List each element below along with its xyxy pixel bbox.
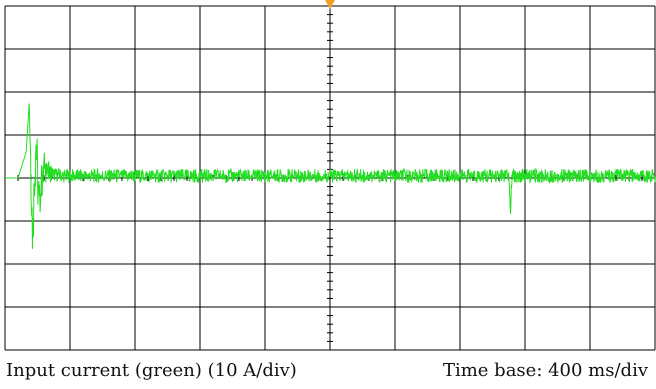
trigger-marker (325, 0, 335, 9)
channel-caption: Input current (green) (10 A/div) (6, 360, 297, 381)
oscilloscope-plot (4, 0, 656, 351)
trace-line (5, 103, 656, 249)
input-current-trace (5, 103, 656, 249)
timebase-caption: Time base: 400 ms/div (442, 360, 648, 381)
